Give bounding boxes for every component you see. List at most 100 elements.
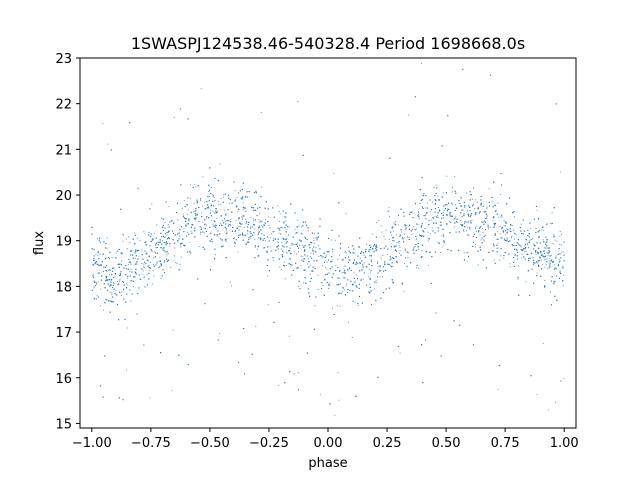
data-point	[164, 227, 166, 229]
data-point	[511, 235, 513, 237]
data-point	[272, 259, 274, 261]
data-point	[213, 196, 215, 198]
data-point	[126, 287, 128, 289]
data-point	[195, 214, 197, 216]
data-point	[257, 233, 259, 235]
data-point	[260, 112, 262, 114]
data-point	[247, 224, 249, 225]
data-point	[110, 149, 112, 151]
data-point	[481, 221, 483, 223]
data-point	[421, 177, 423, 179]
data-point	[380, 225, 382, 227]
data-point	[527, 229, 529, 231]
data-point	[424, 215, 426, 217]
data-point	[95, 254, 97, 256]
data-point	[509, 230, 511, 232]
data-point	[477, 207, 479, 209]
data-point	[127, 264, 129, 266]
data-point	[245, 242, 247, 244]
data-point	[285, 216, 287, 218]
data-point	[505, 221, 507, 223]
data-point	[413, 252, 415, 254]
data-point	[163, 247, 165, 249]
data-point	[166, 258, 168, 260]
data-point	[464, 222, 466, 224]
data-point	[220, 215, 222, 217]
data-point	[261, 221, 263, 223]
data-point	[423, 230, 425, 232]
data-point	[358, 283, 360, 285]
data-point	[370, 290, 372, 292]
data-point	[223, 209, 225, 211]
data-point	[368, 268, 370, 270]
data-point	[538, 230, 540, 232]
data-point	[403, 241, 405, 243]
data-point	[328, 287, 330, 289]
data-point	[493, 181, 495, 183]
data-point	[349, 259, 351, 261]
data-point	[307, 244, 309, 246]
data-point	[218, 204, 220, 206]
data-point	[550, 304, 552, 306]
data-point	[532, 237, 534, 239]
data-point	[482, 205, 484, 207]
data-point	[199, 226, 201, 228]
data-point	[213, 234, 215, 236]
data-point	[154, 232, 156, 234]
data-point	[328, 284, 330, 286]
data-point	[166, 242, 168, 244]
data-point	[225, 223, 227, 225]
data-point	[369, 278, 371, 280]
data-point	[205, 230, 207, 232]
data-point	[227, 224, 229, 226]
data-point	[394, 245, 396, 247]
data-point	[266, 265, 268, 267]
data-point	[509, 224, 511, 226]
data-point	[297, 251, 299, 253]
data-point	[387, 248, 389, 250]
data-point	[150, 267, 152, 269]
data-point	[321, 256, 323, 258]
data-point	[344, 271, 346, 273]
data-point	[317, 232, 319, 234]
data-point	[376, 248, 378, 250]
data-point	[259, 221, 261, 223]
data-point	[136, 263, 138, 265]
data-point	[250, 216, 252, 218]
data-point	[266, 251, 268, 253]
data-point	[497, 247, 499, 249]
data-point	[164, 236, 166, 238]
data-point	[463, 201, 465, 203]
data-point	[415, 249, 417, 251]
data-point	[204, 232, 206, 234]
data-point	[517, 252, 519, 253]
data-point	[118, 319, 120, 321]
data-point	[503, 231, 505, 233]
data-point	[126, 293, 128, 295]
data-point	[486, 217, 488, 219]
data-point	[452, 187, 454, 189]
data-point	[516, 255, 518, 257]
data-point	[470, 214, 472, 216]
data-point	[392, 282, 394, 284]
data-point	[288, 335, 290, 337]
data-point	[456, 218, 458, 220]
data-point	[109, 274, 111, 276]
data-point	[380, 270, 382, 272]
data-point	[353, 248, 355, 250]
data-point	[197, 185, 199, 187]
data-point	[544, 258, 546, 260]
data-point	[401, 282, 403, 284]
data-point	[474, 213, 476, 215]
data-point	[256, 215, 258, 217]
data-point	[466, 210, 468, 212]
data-point	[382, 266, 384, 268]
data-point	[152, 238, 154, 240]
data-point	[454, 190, 456, 192]
data-point	[387, 254, 389, 256]
data-point	[98, 264, 100, 266]
data-point	[331, 256, 333, 258]
data-point	[475, 212, 477, 214]
data-point	[238, 361, 240, 363]
data-point	[252, 289, 254, 291]
